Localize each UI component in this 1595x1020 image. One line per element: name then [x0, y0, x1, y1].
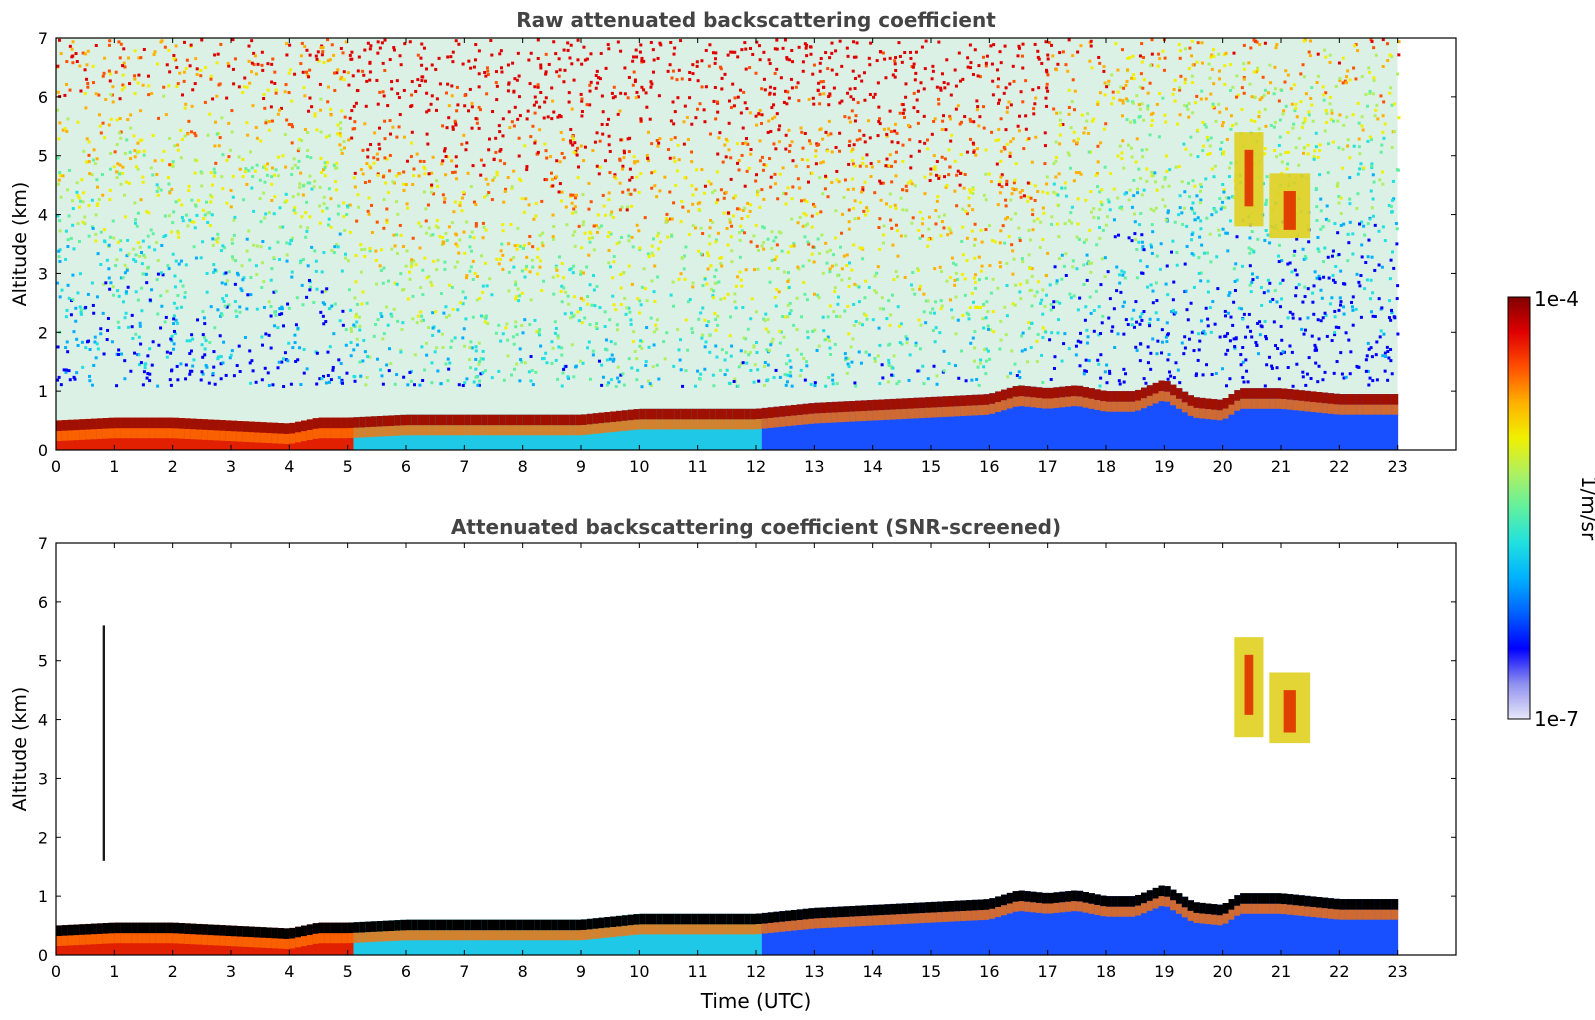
x-tick-label: 18 [1096, 457, 1116, 476]
x-tick-label: 16 [979, 457, 999, 476]
x-tick-label: 17 [1037, 962, 1057, 981]
x-tick-label: 10 [629, 457, 649, 476]
x-tick-label: 6 [401, 962, 411, 981]
x-tick-label: 9 [576, 962, 586, 981]
y-tick-label: 2 [38, 828, 48, 847]
y-tick-label: 0 [38, 441, 48, 460]
y-tick-label: 1 [38, 382, 48, 401]
chart-title: Raw attenuated backscattering coefficien… [516, 8, 996, 32]
y-axis: 0 1 2 3 4 5 6 7 [38, 534, 1456, 965]
x-tick-label: 3 [226, 457, 236, 476]
boundary-layer-field [56, 885, 1399, 955]
y-tick-label: 6 [38, 593, 48, 612]
x-tick-label: 5 [343, 457, 353, 476]
cloud-feature [102, 625, 105, 861]
y-tick-label: 4 [38, 711, 48, 730]
x-tick-label: 9 [576, 457, 586, 476]
x-axis: 0 1 2 3 4 5 6 7 8 9 10 11 12 13 14 15 16 17 18 19 20 21 22 23 [51, 38, 1408, 476]
x-tick-label: 11 [687, 457, 707, 476]
x-tick-label: 14 [862, 962, 882, 981]
x-tick-label: 6 [401, 457, 411, 476]
x-tick-label: 13 [804, 457, 824, 476]
x-tick-label: 23 [1387, 962, 1407, 981]
x-tick-label: 0 [51, 962, 61, 981]
x-tick-label: 19 [1154, 962, 1174, 981]
x-tick-label: 12 [746, 457, 766, 476]
y-tick-label: 0 [38, 946, 48, 965]
boundary-layer-field [56, 380, 1399, 450]
x-tick-label: 20 [1212, 457, 1232, 476]
x-tick-label: 20 [1212, 962, 1232, 981]
x-tick-label: 4 [284, 962, 294, 981]
colorbar-unit-label: 1/m/sr [1577, 476, 1595, 541]
y-tick-label: 4 [38, 206, 48, 225]
x-tick-label: 21 [1271, 457, 1291, 476]
colorbar-gradient [1507, 296, 1531, 720]
x-tick-label: 0 [51, 457, 61, 476]
heatmap-area [56, 625, 1399, 955]
x-tick-label: 13 [804, 962, 824, 981]
x-tick-label: 14 [862, 457, 882, 476]
x-tick-label: 15 [921, 962, 941, 981]
y-tick-label: 2 [38, 323, 48, 342]
x-tick-label: 8 [518, 457, 528, 476]
heatmap-area [56, 38, 1401, 450]
y-axis: 0 1 2 3 4 5 6 7 [38, 29, 1456, 460]
x-tick-label: 12 [746, 962, 766, 981]
y-tick-label: 7 [38, 29, 48, 48]
colorbar-min-label: 1e-7 [1534, 707, 1579, 731]
y-tick-label: 6 [38, 88, 48, 107]
y-axis-label: Altitude (km) [9, 687, 31, 812]
x-tick-label: 22 [1329, 457, 1349, 476]
x-tick-label: 11 [687, 962, 707, 981]
x-tick-label: 4 [284, 457, 294, 476]
x-tick-label: 19 [1154, 457, 1174, 476]
x-tick-label: 1 [109, 962, 119, 981]
y-tick-label: 1 [38, 887, 48, 906]
y-tick-label: 5 [38, 147, 48, 166]
panel-raw: Raw attenuated backscattering coefficien… [9, 8, 1457, 476]
x-tick-label: 1 [109, 457, 119, 476]
panel-screened: Attenuated backscattering coefficient (S… [9, 515, 1457, 1013]
y-axis-label: Altitude (km) [9, 182, 31, 307]
x-tick-label: 7 [459, 962, 469, 981]
x-tick-label: 3 [226, 962, 236, 981]
x-tick-label: 23 [1387, 457, 1407, 476]
x-tick-label: 16 [979, 962, 999, 981]
y-tick-label: 3 [38, 264, 48, 283]
chart-title: Attenuated backscattering coefficient (S… [451, 515, 1061, 539]
y-tick-label: 7 [38, 534, 48, 553]
x-tick-label: 15 [921, 457, 941, 476]
colorbar: 1e-4 1e-7 1/m/sr [1507, 287, 1595, 731]
x-tick-label: 18 [1096, 962, 1116, 981]
x-tick-label: 2 [168, 457, 178, 476]
y-tick-label: 3 [38, 769, 48, 788]
y-tick-label: 5 [38, 652, 48, 671]
x-tick-label: 7 [459, 457, 469, 476]
x-tick-label: 17 [1037, 457, 1057, 476]
x-tick-label: 5 [343, 962, 353, 981]
x-axis-label: Time (UTC) [700, 989, 812, 1013]
x-tick-label: 10 [629, 962, 649, 981]
x-tick-label: 21 [1271, 962, 1291, 981]
x-tick-label: 2 [168, 962, 178, 981]
x-tick-label: 8 [518, 962, 528, 981]
noise-speckle [56, 38, 1401, 389]
x-tick-label: 22 [1329, 962, 1349, 981]
colorbar-max-label: 1e-4 [1534, 287, 1579, 311]
x-axis: 0 1 2 3 4 5 6 7 8 9 10 11 12 13 14 15 16 17 18 19 20 21 22 23 [51, 543, 1408, 981]
